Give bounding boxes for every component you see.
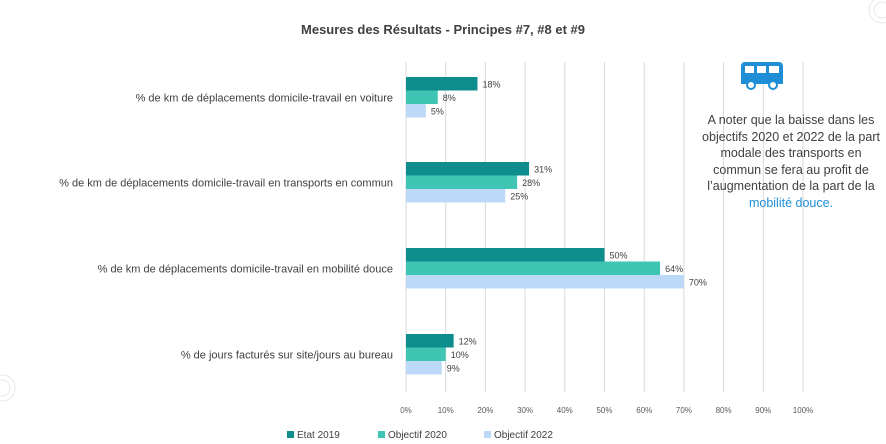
x-tick-label: 0% [400, 406, 412, 415]
data-label: 31% [534, 164, 552, 174]
bar [406, 334, 454, 348]
data-label: 64% [665, 264, 683, 274]
bar [406, 77, 478, 91]
data-label: 70% [689, 277, 707, 287]
bar [406, 162, 530, 176]
legend-swatch [287, 431, 294, 438]
corner-decoration-icon [0, 374, 16, 402]
legend-swatch [378, 431, 385, 438]
note-text: A noter que la baisse dans les objectifs… [702, 113, 880, 193]
category-label: % de km de déplacements domicile-travail… [98, 263, 393, 275]
data-label: 28% [522, 178, 540, 188]
x-tick-label: 30% [517, 406, 533, 415]
x-tick-label: 10% [438, 406, 454, 415]
data-label: 5% [431, 106, 444, 116]
bus-icon [741, 62, 783, 90]
category-label: % de km de déplacements domicile-travail… [59, 177, 393, 189]
corner-decoration-icon [868, 0, 886, 24]
x-tick-label: 40% [557, 406, 573, 415]
data-label: 18% [482, 79, 500, 89]
category-label: % de jours facturés sur site/jours au bu… [181, 349, 393, 361]
chart-title: Mesures des Résultats - Principes #7, #8… [301, 22, 585, 37]
note-highlight: mobilité douce. [748, 195, 834, 210]
bar [406, 275, 684, 289]
category-label: % de km de déplacements domicile-travail… [136, 92, 393, 104]
annotation-note: A noter que la baisse dans les objectifs… [698, 112, 884, 211]
legend-label: Etat 2019 [297, 430, 340, 441]
data-label: 25% [510, 191, 528, 201]
data-label: 12% [459, 336, 477, 346]
data-label: 10% [451, 350, 469, 360]
legend-swatch [484, 431, 491, 438]
x-tick-label: 100% [793, 406, 813, 415]
bar [406, 347, 446, 361]
x-tick-label: 70% [676, 406, 692, 415]
data-label: 50% [610, 250, 628, 260]
x-tick-label: 80% [716, 406, 732, 415]
x-tick-label: 50% [596, 406, 612, 415]
x-tick-label: 60% [636, 406, 652, 415]
legend-label: Objectif 2020 [388, 430, 447, 441]
bar [406, 248, 605, 262]
x-tick-label: 90% [755, 406, 771, 415]
data-label: 9% [447, 363, 460, 373]
legend-label: Objectif 2022 [494, 430, 553, 441]
bar [406, 189, 506, 203]
x-tick-label: 20% [477, 406, 493, 415]
bar [406, 261, 661, 275]
data-label: 8% [443, 93, 456, 103]
bar [406, 175, 518, 189]
bar [406, 90, 438, 104]
bar [406, 104, 426, 118]
bar [406, 361, 442, 375]
